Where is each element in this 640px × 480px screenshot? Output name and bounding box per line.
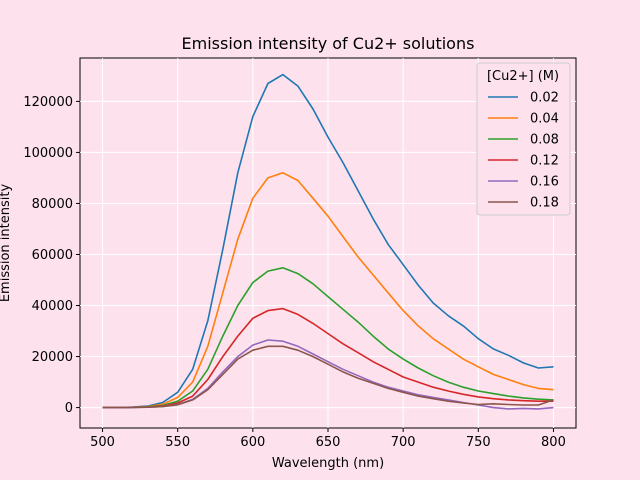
y-tick-label: 80000 — [32, 197, 73, 212]
x-tick-label: 500 — [90, 435, 115, 450]
legend-label: 0.08 — [530, 133, 559, 148]
x-tick-label: 800 — [541, 435, 566, 450]
x-tick-label: 750 — [466, 435, 491, 450]
legend-label: 0.16 — [530, 175, 559, 190]
y-tick-label: 60000 — [32, 248, 73, 263]
x-axis-label: Wavelength (nm) — [272, 456, 384, 471]
series-line-0.04 — [102, 172, 554, 409]
y-axis: 0 20000 40000 60000 80000 100000 120000 — [23, 95, 80, 416]
y-tick-label: 120000 — [23, 95, 73, 110]
x-axis: 500 550 600 650 700 750 800 — [90, 428, 566, 450]
legend-label: 0.18 — [530, 196, 559, 211]
series-line-0.08 — [102, 266, 554, 409]
y-tick-label: 40000 — [32, 299, 73, 314]
y-tick-label: 20000 — [32, 350, 73, 365]
legend-box — [476, 62, 571, 216]
x-tick-label: 550 — [165, 435, 190, 450]
series-line-0.02 — [102, 73, 554, 409]
legend-label: 0.04 — [530, 112, 559, 127]
legend-items: 0.02 0.04 0.08 0.12 0.16 0.18 — [488, 91, 559, 211]
y-tick-label: 100000 — [23, 146, 73, 161]
legend: [Cu2+] (M) 0.02 0.04 0.08 0.12 0.16 0.18 — [476, 62, 571, 216]
x-tick-label: 600 — [240, 435, 265, 450]
legend-label: 0.12 — [530, 154, 559, 169]
x-tick-label: 700 — [391, 435, 416, 450]
series-lines — [102, 73, 554, 410]
y-axis-label: Emission intensity — [0, 184, 13, 303]
legend-label: 0.02 — [530, 91, 559, 106]
chart-title: Emission intensity of Cu2+ solutions — [182, 34, 475, 53]
series-line-0.18 — [102, 345, 554, 409]
x-tick-label: 650 — [316, 435, 341, 450]
legend-title: [Cu2+] (M) — [487, 69, 559, 84]
series-line-0.12 — [102, 307, 554, 409]
y-tick-label: 0 — [65, 401, 73, 416]
